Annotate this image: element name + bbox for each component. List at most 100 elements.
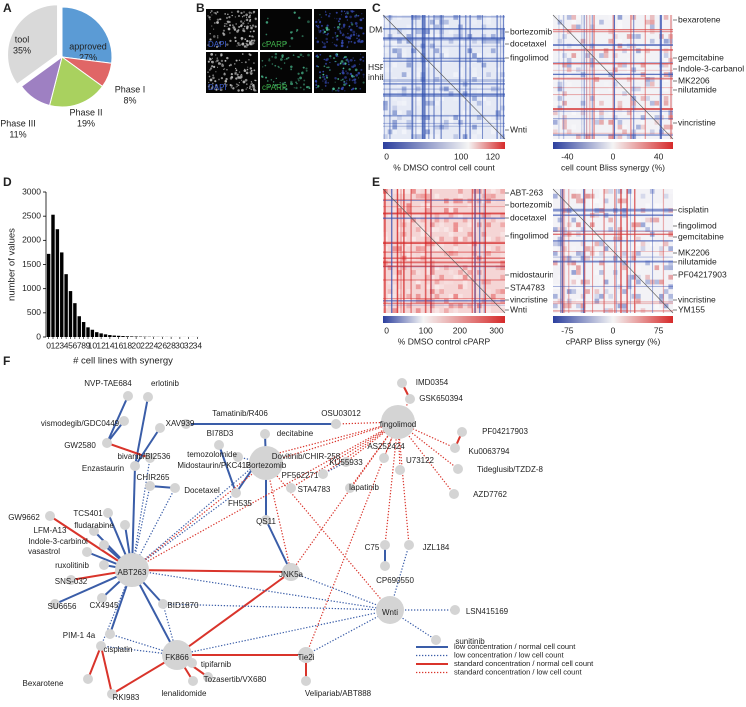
heatmap-cell xyxy=(415,270,421,275)
node xyxy=(376,596,404,624)
pie-slice xyxy=(7,4,59,85)
cell xyxy=(229,32,231,34)
heatmap-row xyxy=(383,265,505,267)
heatmap-cell xyxy=(444,24,449,30)
heatmap-col xyxy=(427,15,430,139)
heatmap-cell xyxy=(406,124,412,130)
heatmap-row xyxy=(383,298,505,300)
edge xyxy=(100,645,113,695)
heatmap-cell xyxy=(406,34,412,39)
colorbar-tick-label: 0 xyxy=(611,325,616,335)
cell xyxy=(339,31,342,35)
heatmap-cell xyxy=(415,129,421,135)
cell xyxy=(280,67,283,70)
y-tick-label: 1000 xyxy=(22,283,41,293)
cell xyxy=(339,72,341,75)
node xyxy=(404,540,414,550)
node xyxy=(99,540,109,550)
cell xyxy=(213,28,215,30)
cell xyxy=(214,12,217,14)
heatmap-cell xyxy=(472,96,477,101)
node-label: ABT263 xyxy=(118,568,147,577)
cell xyxy=(265,33,268,36)
node-label: fludarabine xyxy=(74,521,114,530)
cell xyxy=(270,79,273,81)
cell xyxy=(246,68,249,71)
node xyxy=(99,560,109,570)
heatmap-cell xyxy=(411,236,416,242)
cell xyxy=(345,82,348,85)
heatmap-cell xyxy=(458,34,463,39)
heatmap-cell xyxy=(495,38,501,44)
heatmap-cell xyxy=(495,236,501,242)
heatmap-cell xyxy=(617,134,623,139)
cell xyxy=(212,35,216,38)
heatmap-cell xyxy=(392,110,398,116)
heatmap-cell xyxy=(453,274,459,280)
row-label: nilutamide xyxy=(678,256,717,266)
heatmap-cell xyxy=(444,124,449,130)
heatmap-row xyxy=(553,44,673,46)
cell xyxy=(252,72,254,74)
heatmap-cell xyxy=(576,15,581,20)
cell xyxy=(295,81,297,84)
x-tick-label: 12 xyxy=(96,340,106,350)
node-label: JNK5a xyxy=(279,570,304,579)
edge xyxy=(383,421,399,459)
node-label: Tideglusib/TZDZ-8 xyxy=(477,465,543,474)
cell xyxy=(216,18,220,22)
cell xyxy=(342,77,344,80)
heatmap-cell xyxy=(401,53,407,58)
cell xyxy=(279,58,283,61)
heatmap-cell xyxy=(434,293,440,299)
heatmap-cell xyxy=(562,34,567,39)
heatmap-row xyxy=(383,88,505,90)
bar xyxy=(60,252,64,337)
row-label: fingolimod xyxy=(510,52,549,62)
heatmap-cell xyxy=(425,208,430,213)
cell xyxy=(248,19,252,23)
heatmap-cell xyxy=(439,236,444,242)
heatmap xyxy=(552,188,674,314)
heatmap-row xyxy=(383,217,505,220)
legend-label: low concentration / normal cell count xyxy=(454,642,576,651)
heatmap-cell xyxy=(608,119,613,125)
row-label: bortezomib xyxy=(510,26,552,36)
cell xyxy=(216,57,218,59)
cell xyxy=(322,29,325,32)
heatmap-cell xyxy=(580,91,586,97)
heatmap-cell xyxy=(631,293,637,299)
cell xyxy=(252,10,256,14)
heatmap-col xyxy=(558,15,560,139)
cell xyxy=(340,60,344,63)
cell xyxy=(352,57,354,59)
heatmap-cell xyxy=(599,203,604,209)
heatmap-cell xyxy=(387,289,393,294)
heatmap-cell xyxy=(429,274,435,280)
heatmap-cell xyxy=(576,208,581,213)
heatmap-cell xyxy=(444,86,449,92)
node-label: bivanib/BI2536 xyxy=(118,452,171,461)
cell xyxy=(296,82,298,85)
heatmap-cell xyxy=(406,208,412,213)
heatmap-cell xyxy=(640,119,646,125)
cell xyxy=(345,56,348,58)
heatmap-cell xyxy=(608,86,613,92)
heatmap-cell xyxy=(406,251,412,256)
heatmap-cell xyxy=(411,129,416,135)
cell xyxy=(327,66,330,69)
heatmap-cell xyxy=(392,57,398,63)
heatmap-cell xyxy=(397,100,402,106)
heatmap-cell xyxy=(557,81,563,87)
cell xyxy=(215,61,217,63)
heatmap-row xyxy=(383,199,505,201)
heatmap-cell xyxy=(486,19,491,25)
cell xyxy=(362,59,365,62)
cell xyxy=(243,29,246,33)
cell xyxy=(255,79,257,82)
cell xyxy=(334,32,337,34)
cell xyxy=(344,12,347,15)
heatmap-cell xyxy=(585,193,590,199)
heatmap-row xyxy=(383,251,505,253)
heatmap-cell xyxy=(472,124,477,130)
